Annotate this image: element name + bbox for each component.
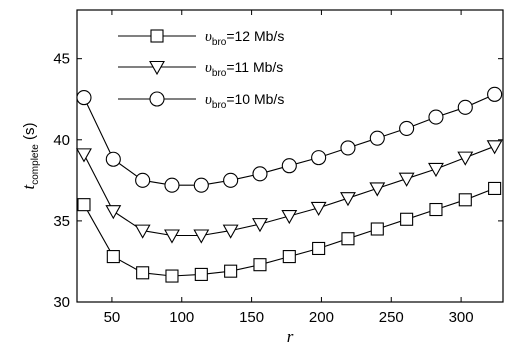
data-point [222,224,239,239]
data-point [165,269,179,283]
data-point [341,232,355,246]
legend-label: υbro=10 Mb/s [205,91,284,111]
data-point [400,212,414,226]
y-tick-label: 35 [53,213,70,230]
data-point [223,172,239,188]
legend-entry-1: υbro=12 Mb/s [118,28,284,48]
data-point [252,218,268,233]
y-tick-label: 40 [53,132,70,149]
data-point [105,151,121,167]
data-point [457,99,473,115]
series-3 [76,86,503,193]
axis-ticks: 50 100 150 200 250 300 30 35 40 45 [53,10,503,326]
legend-label: υbro=12 Mb/s [205,28,284,48]
data-point [488,181,502,195]
legend-marker [150,29,164,43]
y-axis-label: tcomplete (s) [19,123,41,190]
data-point [428,109,444,125]
plot-frame [76,9,504,303]
data-point [105,205,122,220]
data-point [135,172,151,188]
x-tick-label: 300 [449,309,474,326]
x-tick-label: 150 [239,309,264,326]
data-point [312,241,326,256]
data-point [76,148,92,163]
data-point [77,198,91,212]
axis-labels: r tcomplete (s) [19,123,294,346]
legend: υbro=12 Mb/s υbro=11 Mb/s υbro=10 Mb/s [118,28,284,111]
data-point [253,258,267,272]
data-point [311,150,327,166]
data-point [164,229,180,244]
y-tick-label: 45 [53,51,70,68]
data-point [428,162,444,178]
data-point [369,182,386,197]
data-point [76,90,92,106]
y-tick-label: 30 [53,294,70,311]
data-point [193,229,210,244]
x-axis-label: r [287,327,294,346]
data-point [399,120,415,136]
data-point [164,177,180,193]
data-point [193,177,209,193]
data-point [370,222,384,236]
data-point [282,250,296,264]
x-tick-label: 250 [379,309,404,326]
series-1 [77,181,502,283]
data-point [106,250,120,264]
x-tick-label: 50 [104,309,121,326]
legend-entry-2: υbro=11 Mb/s [118,59,283,79]
legend-marker [149,91,165,107]
data-point [252,166,268,182]
data-point [281,209,298,225]
data-point [458,193,472,207]
data-point [429,202,443,217]
x-tick-label: 200 [309,309,334,326]
data-point [457,151,474,166]
legend-marker [149,60,165,76]
x-tick-label: 100 [169,309,194,326]
data-point [134,224,151,239]
data-point [136,266,150,280]
series-layer [76,86,503,283]
series-2 [76,140,503,244]
data-point [281,158,297,174]
data-point [369,130,385,146]
data-point [340,140,356,156]
data-point [487,86,503,102]
data-point [194,267,208,281]
legend-label: υbro=11 Mb/s [205,59,283,79]
data-point [398,172,415,187]
data-point [486,140,503,155]
data-point [224,264,238,278]
data-point [340,192,356,207]
legend-entry-3: υbro=10 Mb/s [118,91,284,111]
data-point [310,201,327,217]
